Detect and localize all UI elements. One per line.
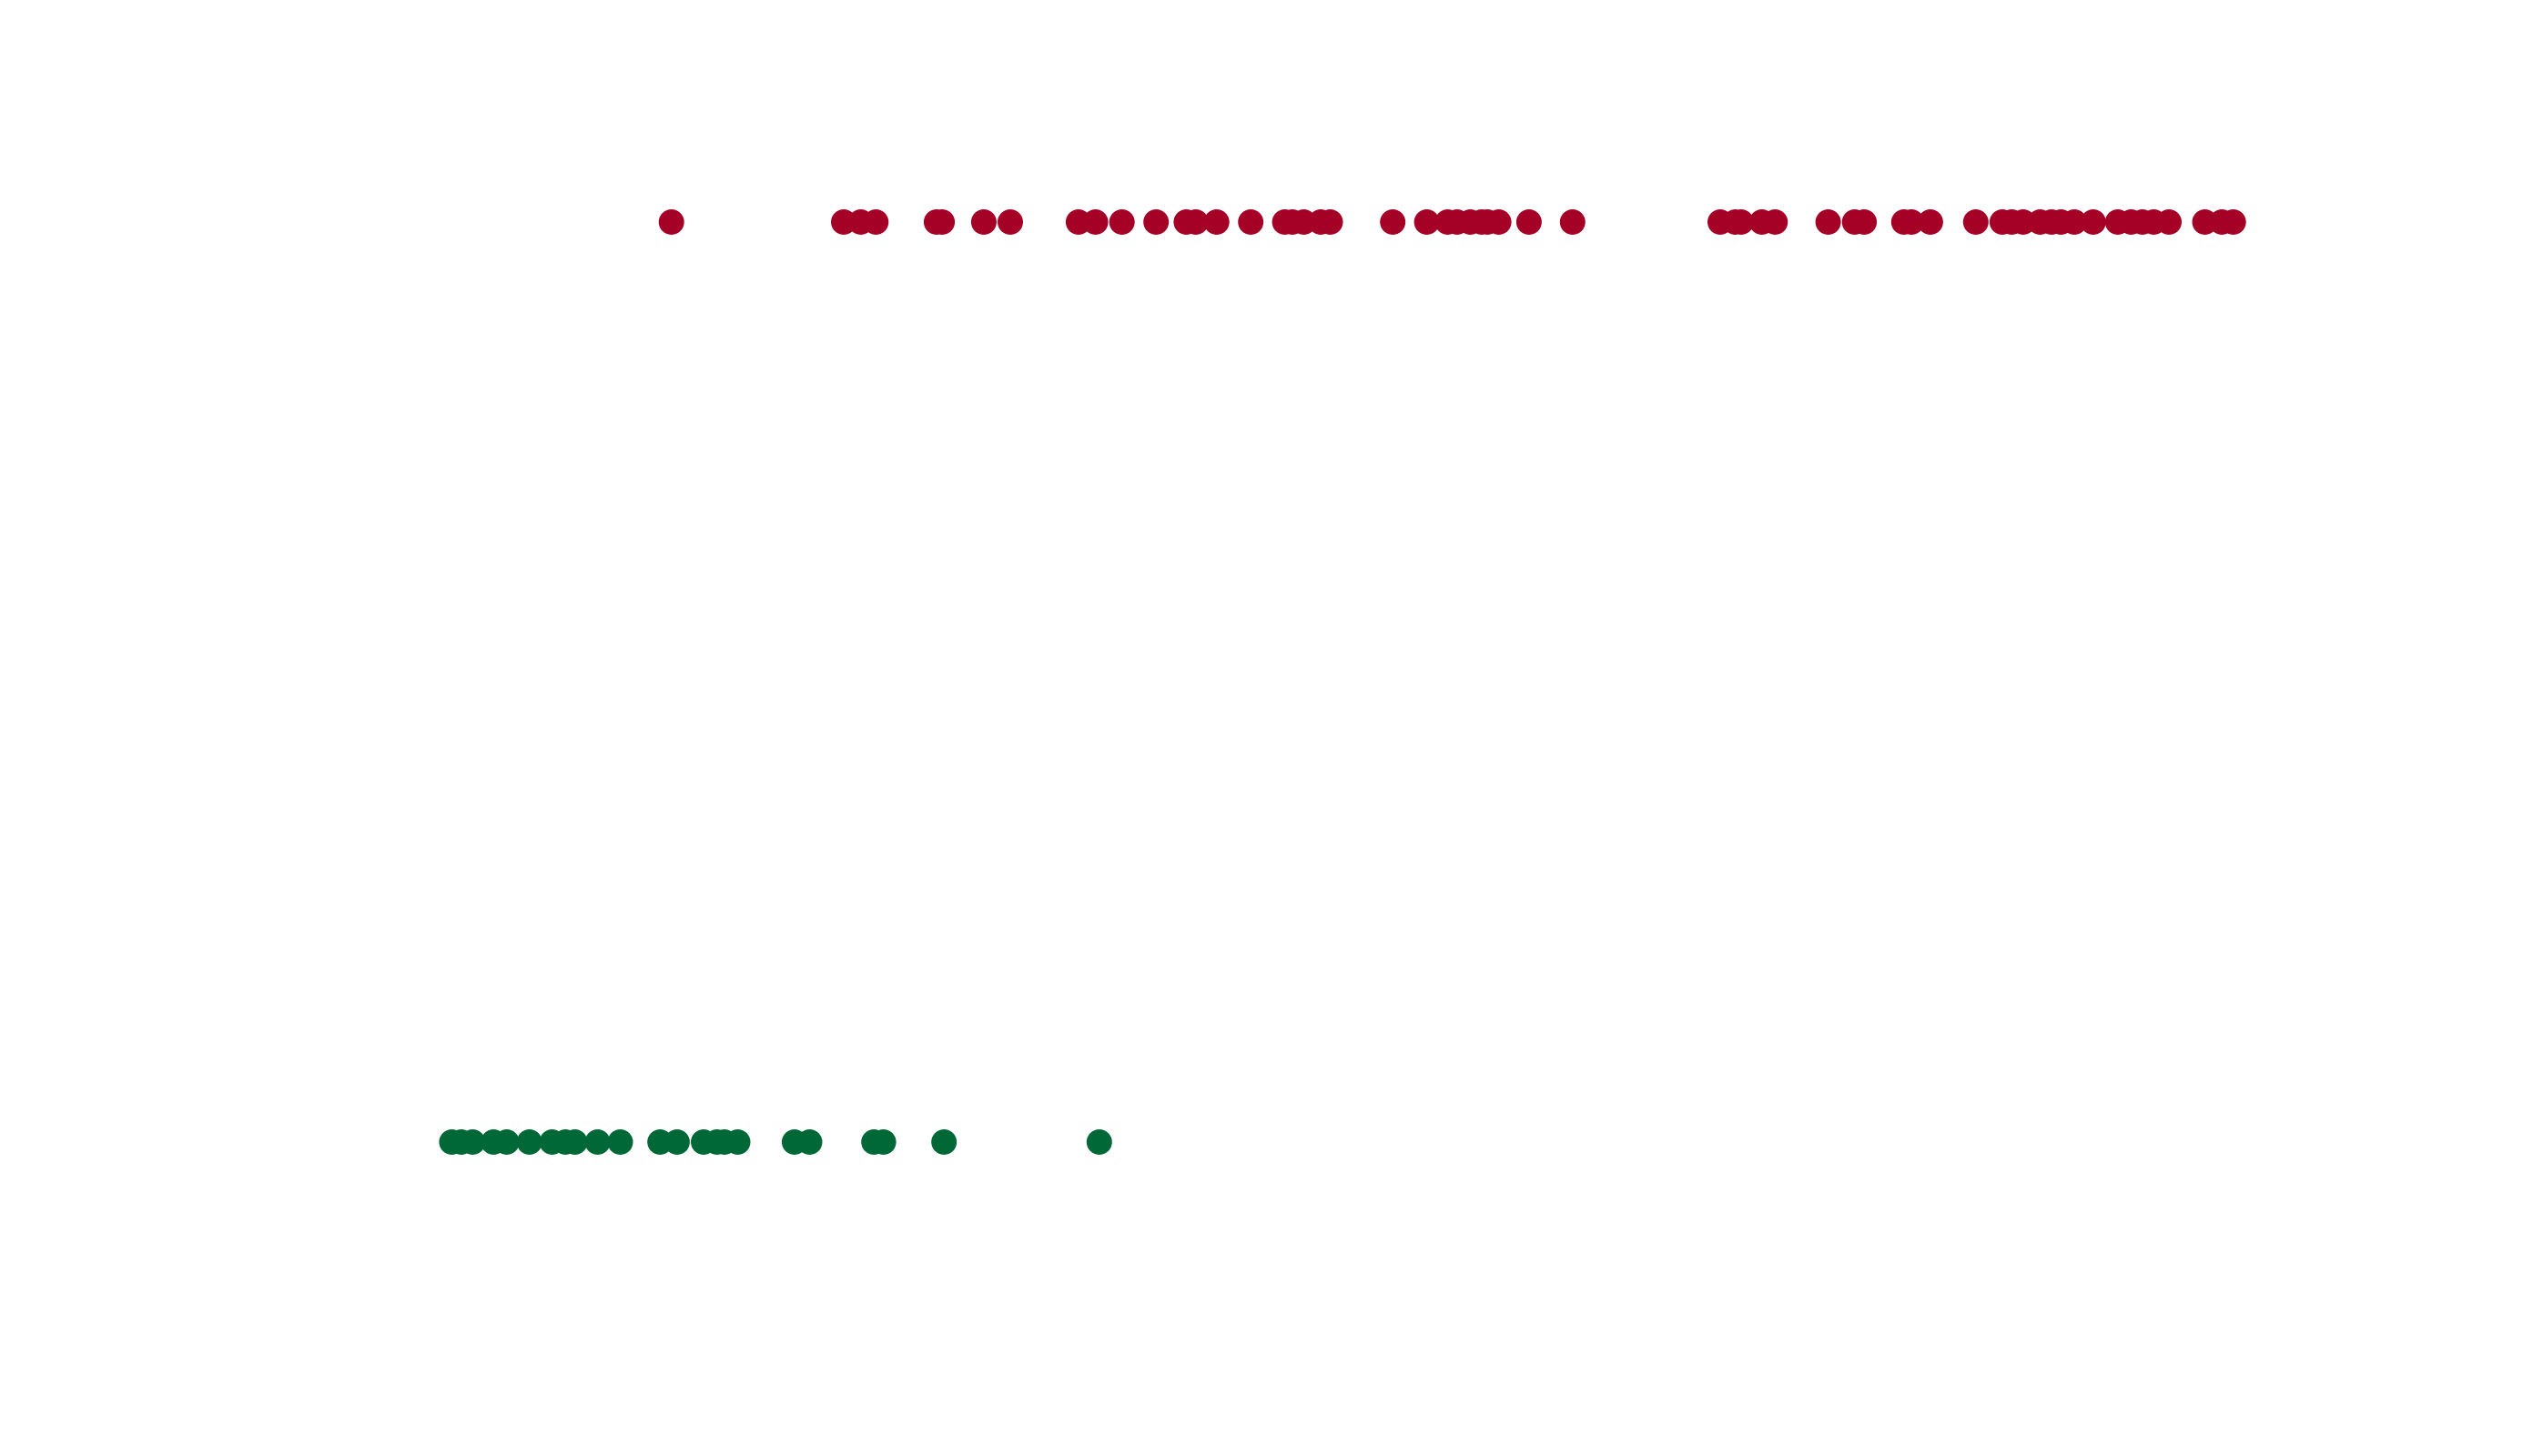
scatter-point	[1917, 209, 1943, 235]
scatter-point	[584, 1129, 611, 1155]
scatter-point	[998, 209, 1023, 235]
scatter-point	[970, 209, 997, 235]
scatter-point	[796, 1129, 823, 1155]
scatter-point	[1851, 209, 1878, 235]
scatter-point	[1762, 209, 1788, 235]
scatter-point	[460, 1129, 486, 1155]
scatter-point	[1727, 209, 1754, 235]
scatter-point	[929, 209, 956, 235]
marks-layer	[439, 209, 2246, 1155]
series-group	[439, 1129, 1112, 1155]
scatter-point	[1182, 209, 1209, 235]
scatter-point	[1899, 209, 1925, 235]
scatter-point	[1962, 209, 1989, 235]
scatter-point	[1380, 209, 1406, 235]
scatter-point	[1238, 209, 1264, 235]
scatter-point	[1559, 209, 1586, 235]
scatter-point	[2062, 209, 2087, 235]
scatter-point	[658, 209, 684, 235]
scatter-point	[2156, 209, 2182, 235]
scatter-point	[1203, 209, 1230, 235]
scatter-point	[1143, 209, 1170, 235]
scatter-point	[562, 1129, 588, 1155]
scatter-point	[516, 1129, 542, 1155]
scatter-point	[1815, 209, 1841, 235]
scatter-point	[607, 1129, 633, 1155]
scatter-point	[863, 209, 889, 235]
scatter-point	[1086, 1129, 1112, 1155]
scatter-point	[1485, 209, 1512, 235]
scatter-point	[2220, 209, 2246, 235]
scatter-point	[664, 1129, 690, 1155]
scatter-point	[1413, 209, 1440, 235]
series-group	[658, 209, 2246, 235]
scatter-point	[493, 1129, 520, 1155]
scatter-point	[931, 1129, 957, 1155]
scatter-point	[870, 1129, 897, 1155]
scatter-point	[1317, 209, 1343, 235]
scatter-point	[1082, 209, 1109, 235]
scatter-point	[1515, 209, 1542, 235]
scatter-point	[1109, 209, 1135, 235]
scatter-point	[724, 1129, 751, 1155]
scatter-point	[2080, 209, 2106, 235]
